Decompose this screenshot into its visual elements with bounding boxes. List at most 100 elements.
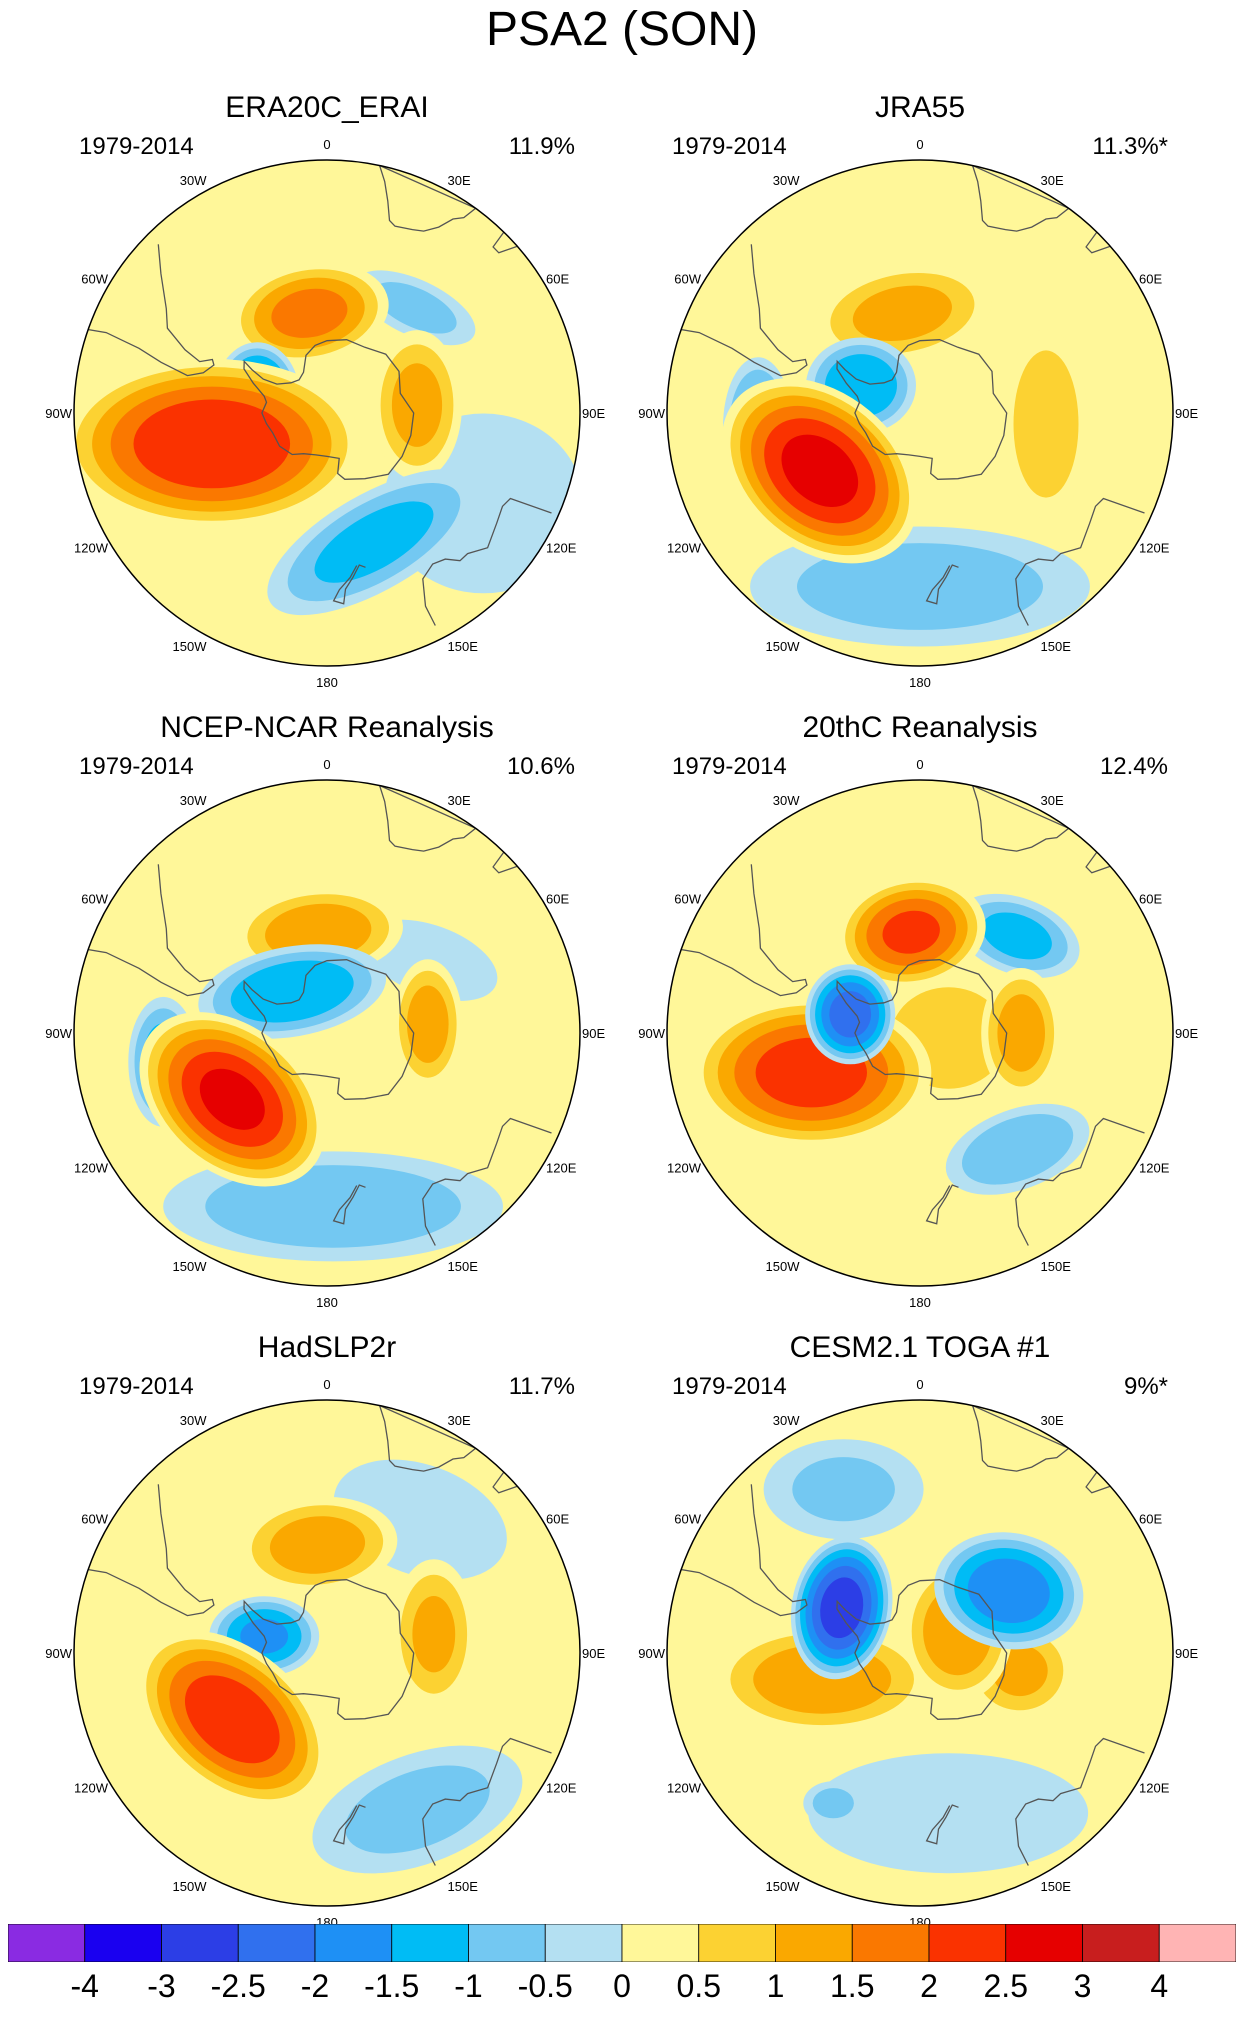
colorbar-tick-label: -2 (300, 1968, 330, 2004)
contour-fill (792, 1457, 895, 1522)
longitude-label: 90E (582, 406, 605, 421)
coastline (243, 339, 415, 480)
longitude-label: 150E (1041, 639, 1072, 654)
longitude-label: 120E (546, 541, 577, 556)
colorbar-swatch (698, 1924, 776, 1962)
colorbar-tick-label: -1 (454, 1968, 483, 2004)
map-panel: HadSLP2r 1979-2014 11.7% 0 30E 60E 90E 120E 1… (27, 1328, 627, 1928)
colorbar-tick-label: 0 (613, 1968, 631, 2004)
longitude-label: 120W (667, 1161, 702, 1176)
colorbar-tick-label: 2.5 (983, 1968, 1028, 2004)
polar-map: 0 30E 60E 90E 120E 150E 180 150W 120W 90W 60W 30W (45, 757, 605, 1308)
map-panel: CESM2.1 TOGA #1 1979-2014 9%* 0 30E 60E 90E… (620, 1328, 1220, 1928)
contour-fill (345, 1765, 490, 1854)
coastline (332, 1184, 366, 1225)
longitude-label: 60W (674, 892, 701, 907)
panel-title: NCEP-NCAR Reanalysis (160, 711, 494, 744)
longitude-label: 60E (546, 272, 569, 287)
polar-map: 0 30E 60E 90E 120E 150E 180 150W 120W 90W 60W 30W (638, 757, 1198, 1308)
colorbar-tick-label: 0.5 (676, 1968, 721, 2004)
colorbar-tick-label: 4 (1150, 1968, 1169, 2004)
map-panel: NCEP-NCAR Reanalysis 1979-2014 10.6% 0 30… (27, 708, 627, 1308)
colorbar-swatch (1082, 1924, 1160, 1962)
longitude-label: 30E (448, 1413, 471, 1428)
contour-fill (1013, 350, 1079, 498)
colorbar-swatch (1005, 1924, 1083, 1962)
panel-period: 1979-2014 (672, 133, 787, 160)
longitude-label: 120W (74, 541, 109, 556)
longitude-label: 30W (180, 173, 207, 188)
longitude-label: 30E (1041, 1413, 1064, 1428)
colorbar-swatch (851, 1924, 930, 1962)
panel-period: 1979-2014 (672, 753, 787, 780)
contour-fill (829, 991, 872, 1038)
longitude-label: 30W (773, 793, 800, 808)
contour-fill (199, 1068, 265, 1130)
longitude-label: 0 (916, 1377, 923, 1392)
map-outline (73, 159, 581, 667)
longitude-label: 60W (674, 1512, 701, 1527)
colorbar-tick-label: 3 (1073, 1968, 1092, 2004)
figure-title: PSA2 (SON) (485, 3, 759, 56)
longitude-label: 90E (582, 1646, 605, 1661)
contour-fill (133, 399, 291, 489)
panel-variance: 11.3%* (1092, 133, 1168, 160)
longitude-label: 30E (448, 793, 471, 808)
longitude-label: 0 (323, 1377, 330, 1392)
contour-fill (797, 543, 1043, 630)
longitude-label: 90W (45, 1646, 72, 1661)
longitude-label: 150W (766, 1259, 801, 1274)
map-outline (666, 1399, 1174, 1907)
coastline (836, 339, 1008, 480)
panel-title: JRA55 (874, 91, 966, 124)
longitude-label: 180 (316, 1295, 338, 1308)
colorbar-tick-label: -1.5 (364, 1968, 420, 2004)
polar-map: 0 30E 60E 90E 120E 150E 180 150W 120W 90W 60W 30W (45, 137, 605, 688)
longitude-label: 120E (1139, 1781, 1170, 1796)
longitude-label: 30W (773, 173, 800, 188)
contour-fill (882, 910, 940, 954)
coastline (243, 959, 415, 1100)
colorbar-tick-label: -0.5 (517, 1968, 573, 2004)
coastline (1015, 1737, 1145, 1866)
colorbar-swatch (84, 1924, 162, 1962)
longitude-label: 60E (546, 1512, 569, 1527)
longitude-label: 150E (1041, 1879, 1072, 1894)
colorbar-swatch (1158, 1924, 1236, 1962)
colorbar-swatch (8, 1924, 86, 1962)
longitude-label: 150E (1041, 1259, 1072, 1274)
map-outline (666, 779, 1174, 1287)
panel-variance: 11.7% (508, 1373, 575, 1400)
coastline (971, 1404, 1070, 1472)
coastline (243, 1579, 415, 1720)
coastline (1015, 1117, 1145, 1246)
coastline (422, 1117, 552, 1246)
coastline (422, 1737, 552, 1866)
contour-fill (184, 1675, 280, 1764)
contour-fill (230, 960, 354, 1023)
contour-fill (373, 282, 457, 334)
longitude-label: 180 (909, 1295, 931, 1308)
longitude-label: 150E (448, 639, 479, 654)
panel-variance: 12.4% (1099, 753, 1168, 780)
colorbar-tick-label: -3 (147, 1968, 176, 2004)
longitude-label: 150W (173, 1879, 208, 1894)
longitude-label: 60E (1139, 1512, 1162, 1527)
longitude-label: 30E (1041, 793, 1064, 808)
longitude-label: 90E (1175, 1646, 1198, 1661)
map-panel: JRA55 1979-2014 11.3%* 0 30E 60E 90E 120E 150… (620, 88, 1220, 688)
map-panel: 20thC Reanalysis 1979-2014 12.4% 0 30E 60E… (620, 708, 1220, 1308)
longitude-label: 120E (546, 1781, 577, 1796)
contour-fill (412, 1596, 456, 1673)
longitude-label: 150E (448, 1879, 479, 1894)
colorbar-tick-label: 1 (766, 1968, 785, 2004)
coastline (332, 564, 366, 605)
contour-fill (852, 285, 952, 341)
colorbar-tick-label: -2.5 (210, 1968, 266, 2004)
longitude-label: 30W (773, 1413, 800, 1428)
coastline (378, 784, 477, 852)
coastline (378, 1404, 477, 1472)
panel-variance: 9%* (1123, 1373, 1168, 1400)
panel-title: 20thC Reanalysis (802, 711, 1038, 744)
longitude-label: 60W (81, 1512, 108, 1527)
